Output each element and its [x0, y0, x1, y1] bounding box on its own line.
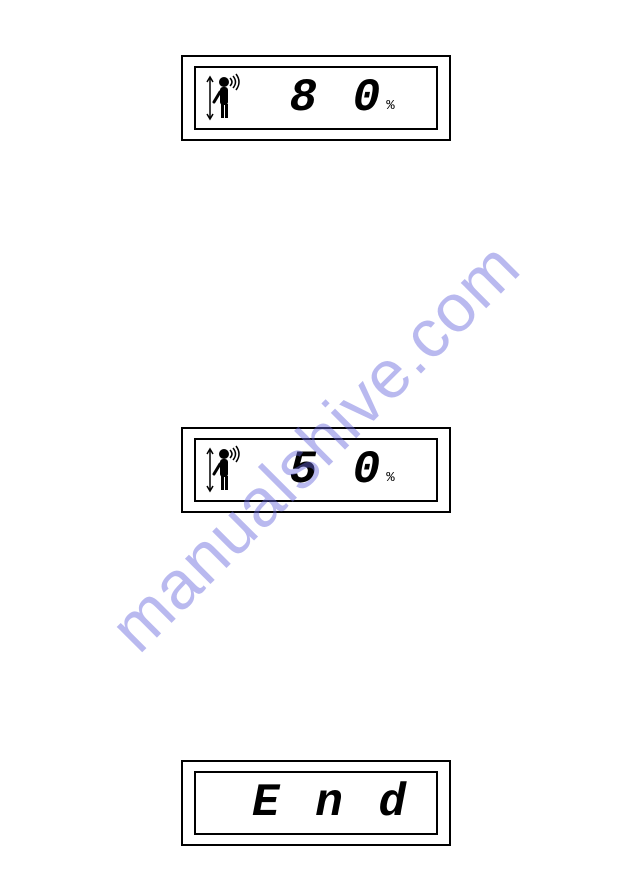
lcd-inner: 5 0 % [194, 438, 438, 502]
unit-text: % [386, 470, 398, 486]
lcd-panel-3: E n d [181, 760, 451, 846]
lcd-value: E n d [196, 773, 436, 833]
lcd-value: 5 0 % [252, 440, 436, 500]
lcd-panel-1: 8 0 % [181, 55, 451, 141]
lcd-inner: E n d [194, 771, 438, 835]
digit-text: 8 0 [289, 72, 384, 124]
height-person-icon [196, 68, 252, 128]
lcd-inner: 8 0 % [194, 66, 438, 130]
lcd-panel-2: 5 0 % [181, 427, 451, 513]
digit-text: E n d [252, 777, 410, 829]
digit-text: 5 0 [289, 444, 384, 496]
lcd-value: 8 0 % [252, 68, 436, 128]
height-person-icon [196, 440, 252, 500]
unit-text: % [386, 98, 398, 114]
